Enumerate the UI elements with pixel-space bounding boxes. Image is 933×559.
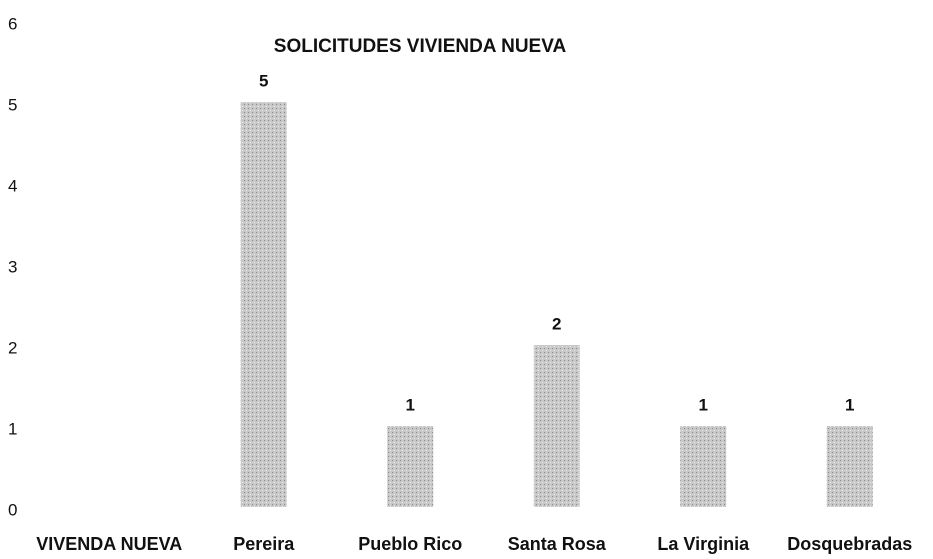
y-tick-label: 6	[8, 14, 17, 33]
x-tick-label: Santa Rosa	[508, 534, 607, 554]
y-tick-label: 1	[8, 419, 17, 438]
y-tick-label: 2	[8, 338, 17, 357]
data-label: 1	[845, 395, 854, 414]
bar	[387, 426, 434, 507]
bar	[533, 345, 580, 507]
bar	[680, 426, 727, 507]
y-tick-label: 5	[8, 95, 17, 114]
x-tick-label: VIVENDA NUEVA	[36, 534, 182, 554]
x-tick-label: Dosquebradas	[787, 534, 912, 554]
x-tick-label: La Virginia	[657, 534, 750, 554]
chart-title: SOLICITUDES VIVIENDA NUEVA	[274, 36, 567, 57]
bar	[826, 426, 873, 507]
data-label: 1	[699, 395, 708, 414]
y-tick-label: 4	[8, 176, 17, 195]
data-label: 2	[552, 314, 561, 333]
x-tick-label: Pereira	[233, 534, 295, 554]
bar	[240, 102, 287, 507]
y-tick-label: 0	[8, 500, 17, 519]
y-tick-label: 3	[8, 257, 17, 276]
x-tick-label: Pueblo Rico	[358, 534, 462, 554]
data-label: 1	[406, 395, 415, 414]
data-label: 5	[259, 71, 268, 90]
